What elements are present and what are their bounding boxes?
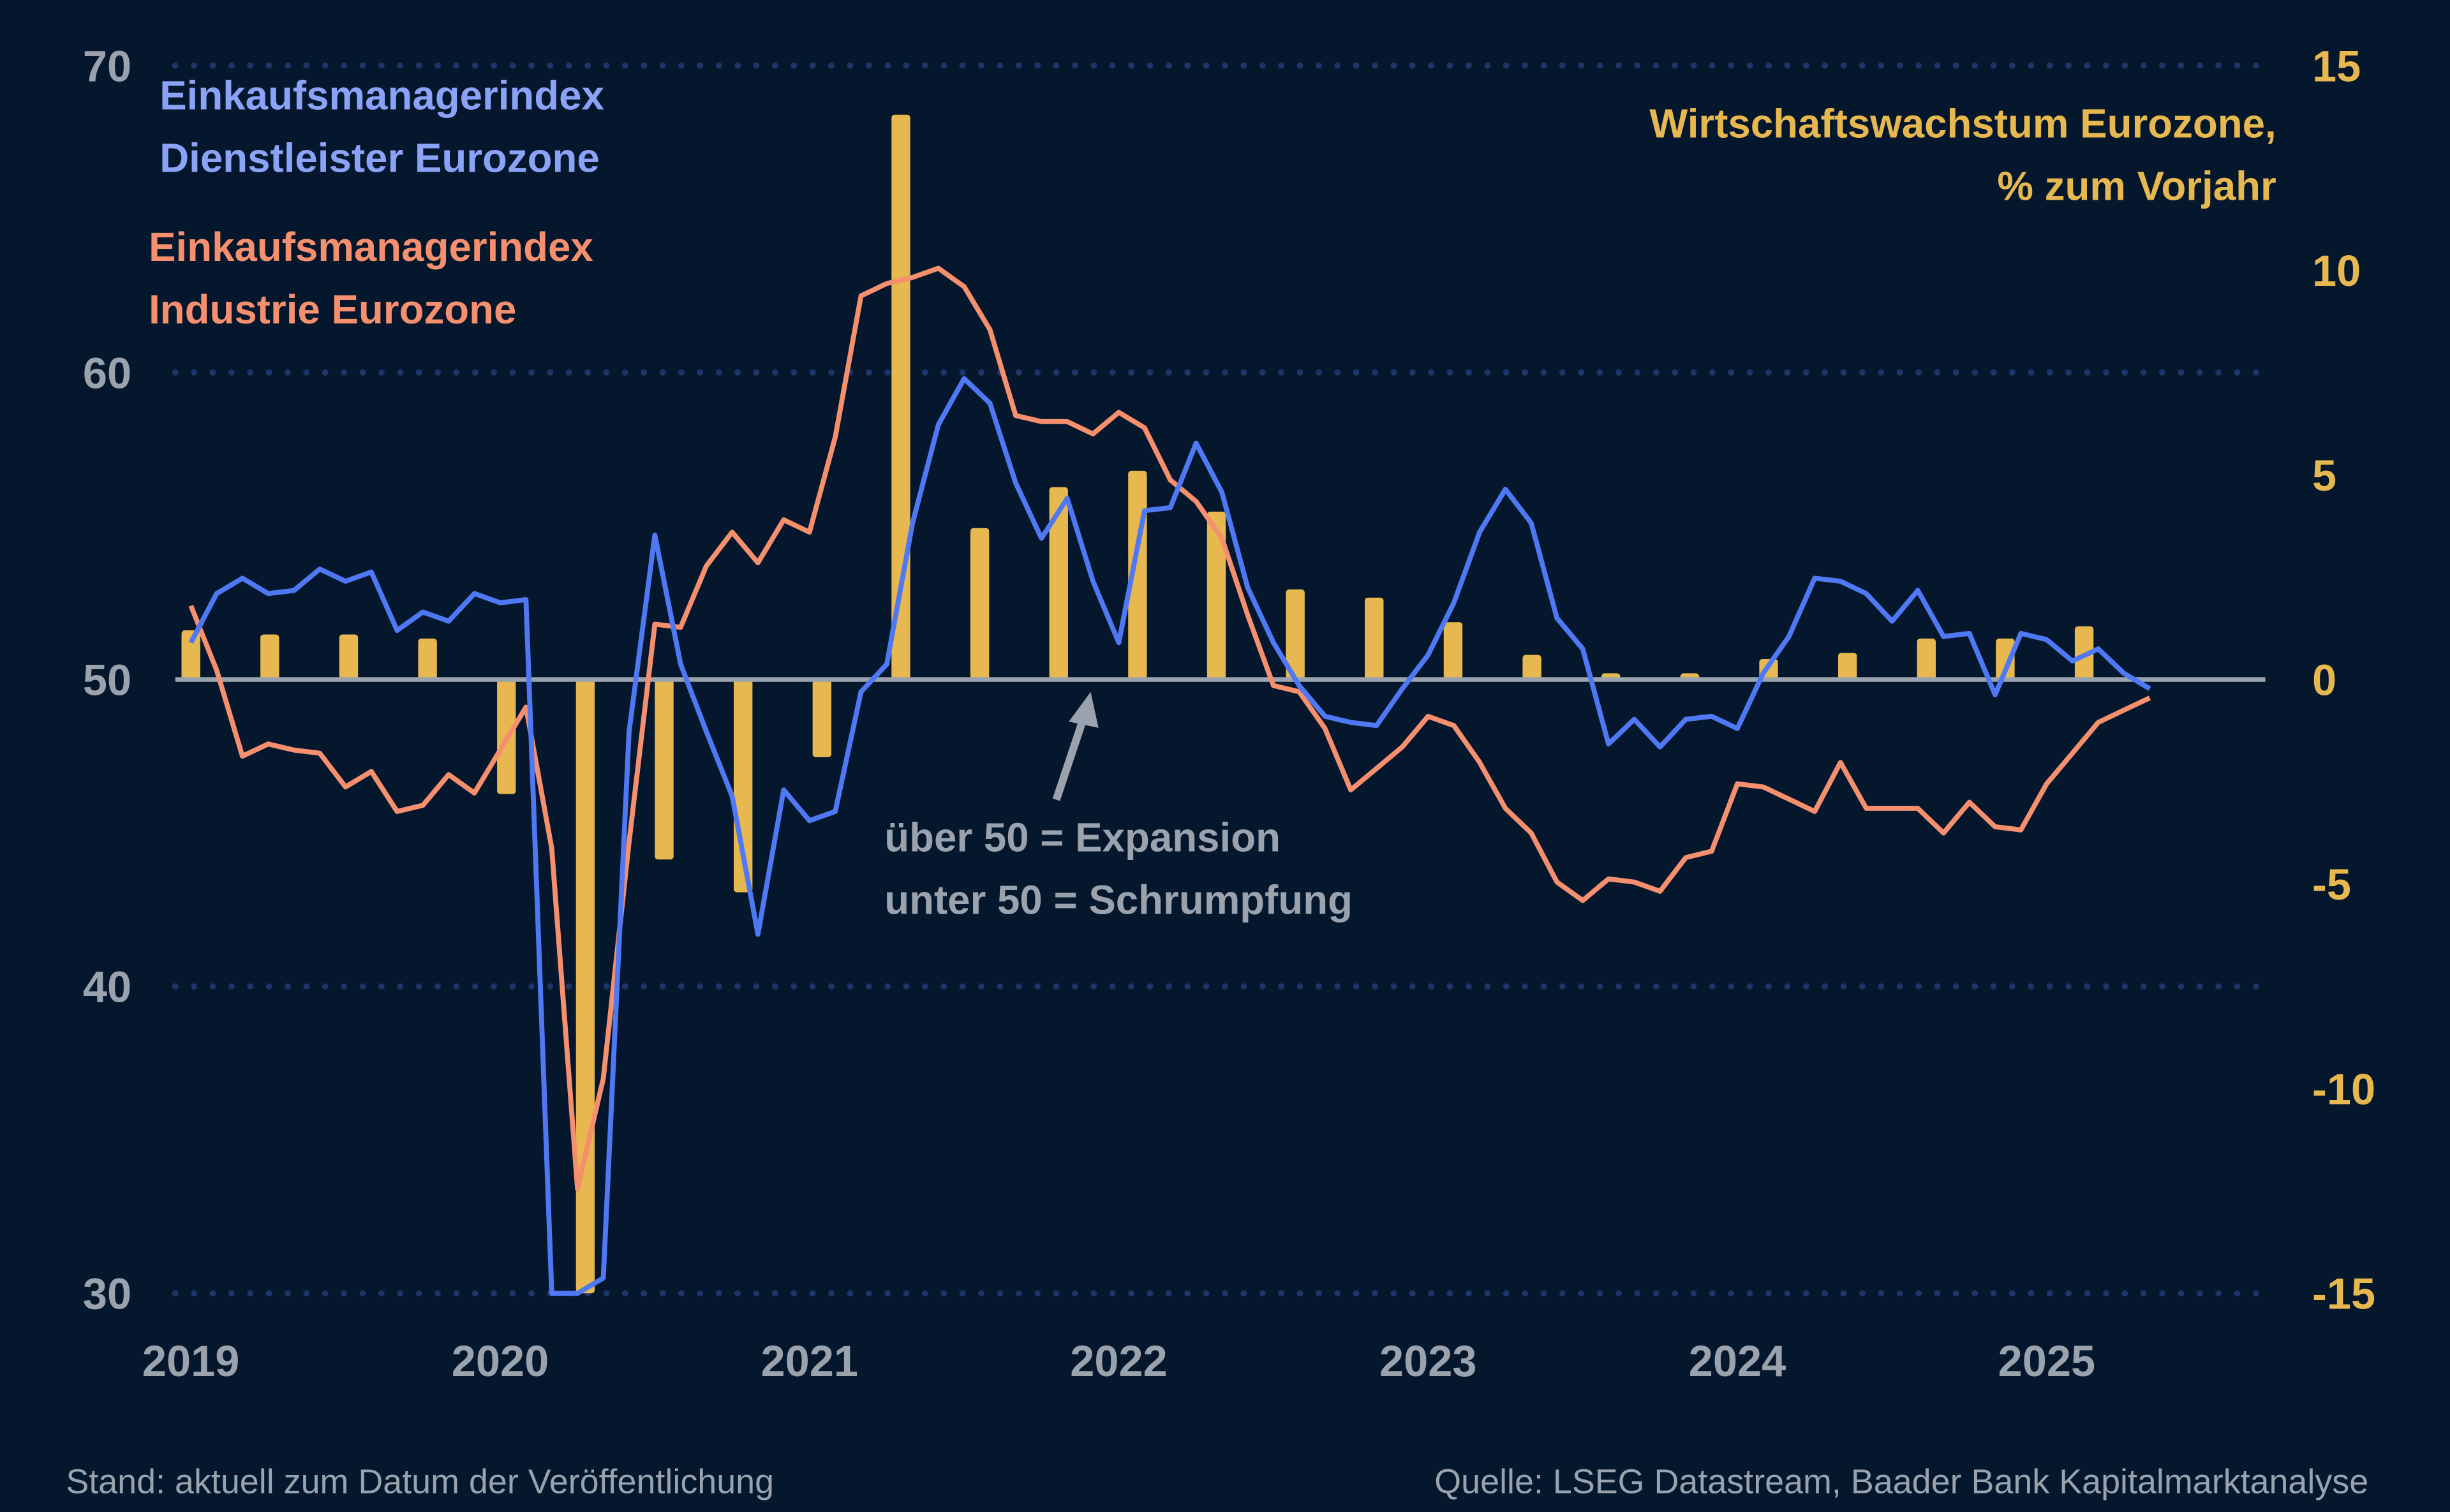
gdp-bar-2020-Q3 xyxy=(655,679,674,860)
left-tick-label: 70 xyxy=(83,41,131,91)
pmi-lines xyxy=(188,265,2151,1296)
footer-date-note: Stand: aktuell zum Datum der Veröffentli… xyxy=(66,1463,774,1501)
right-tick-label: 5 xyxy=(2312,451,2336,500)
gdp-bar-2019-Q4 xyxy=(418,638,437,680)
manufacturing-pmi-line xyxy=(188,265,2151,1192)
gdp-bar-2024-Q3 xyxy=(1917,638,1936,680)
legend-manufacturing-line1: Einkaufsmanagerindex xyxy=(149,225,593,270)
gdp-bar-2019-Q2 xyxy=(260,634,279,680)
gdp-bars xyxy=(181,114,2094,1294)
left-tick-label: 50 xyxy=(83,656,131,705)
legend-services-line2: Dienstleister Eurozone xyxy=(160,135,600,181)
gdp-bar-2022-Q2 xyxy=(1206,512,1226,680)
annotation-contraction: unter 50 = Schrumpfung xyxy=(884,877,1353,923)
gdp-bar-2021-Q3 xyxy=(970,528,990,680)
legend-manufacturing-line2: Industrie Eurozone xyxy=(149,287,516,332)
footer-source: Quelle: LSEG Datastream, Baader Bank Kap… xyxy=(1434,1463,2368,1501)
gdp-bar-2020-Q2 xyxy=(575,679,595,1294)
x-tick-label: 2019 xyxy=(142,1337,240,1386)
right-tick-label: 10 xyxy=(2312,246,2361,295)
right-tick-label: 0 xyxy=(2312,656,2336,705)
left-tick-label: 60 xyxy=(83,348,131,397)
x-tick-label: 2025 xyxy=(1998,1337,2096,1386)
gdp-bar-2023-Q2 xyxy=(1522,655,1541,680)
legend-gdp-line2: % zum Vorjahr xyxy=(1997,163,2276,209)
gdp-bar-2021-Q1 xyxy=(812,679,832,757)
annotation-arrow-icon xyxy=(1052,692,1099,801)
right-tick-label: 15 xyxy=(2312,41,2361,91)
gdp-bar-2019-Q1 xyxy=(181,630,200,680)
left-tick-label: 40 xyxy=(83,963,131,1012)
right-tick-label: -10 xyxy=(2312,1065,2375,1114)
legend-services-line1: Einkaufsmanagerindex xyxy=(160,73,604,118)
x-tick-label: 2023 xyxy=(1379,1337,1477,1386)
gdp-bar-2022-Q3 xyxy=(1286,589,1305,680)
x-tick-label: 2022 xyxy=(1070,1337,1168,1386)
gdp-bar-2024-Q2 xyxy=(1838,653,1857,680)
x-tick-label: 2024 xyxy=(1689,1337,1786,1386)
gdp-bar-2023-Q1 xyxy=(1443,622,1463,680)
right-tick-label: -5 xyxy=(2312,860,2351,909)
gdp-bar-2021-Q4 xyxy=(1049,487,1068,680)
right-tick-label: -15 xyxy=(2312,1270,2375,1319)
legend-gdp-line1: Wirtschaftswachstum Eurozone, xyxy=(1649,101,2276,146)
gdp-bar-2022-Q4 xyxy=(1365,597,1384,680)
gdp-bar-2024-Q4 xyxy=(1996,638,2015,680)
annotation-expansion: über 50 = Expansion xyxy=(884,815,1281,860)
left-tick-label: 30 xyxy=(83,1270,131,1319)
x-tick-label: 2021 xyxy=(761,1337,858,1386)
gdp-bar-2021-Q2 xyxy=(891,114,910,680)
axis-ticks: 30 40 50 60 70 -15 -10 -5 0 5 10 15 2019 2020 2021 2022… xyxy=(83,41,2375,1386)
gdp-bar-2019-Q3 xyxy=(339,634,359,680)
services-pmi-line xyxy=(188,376,2151,1296)
x-tick-label: 2020 xyxy=(452,1337,549,1386)
